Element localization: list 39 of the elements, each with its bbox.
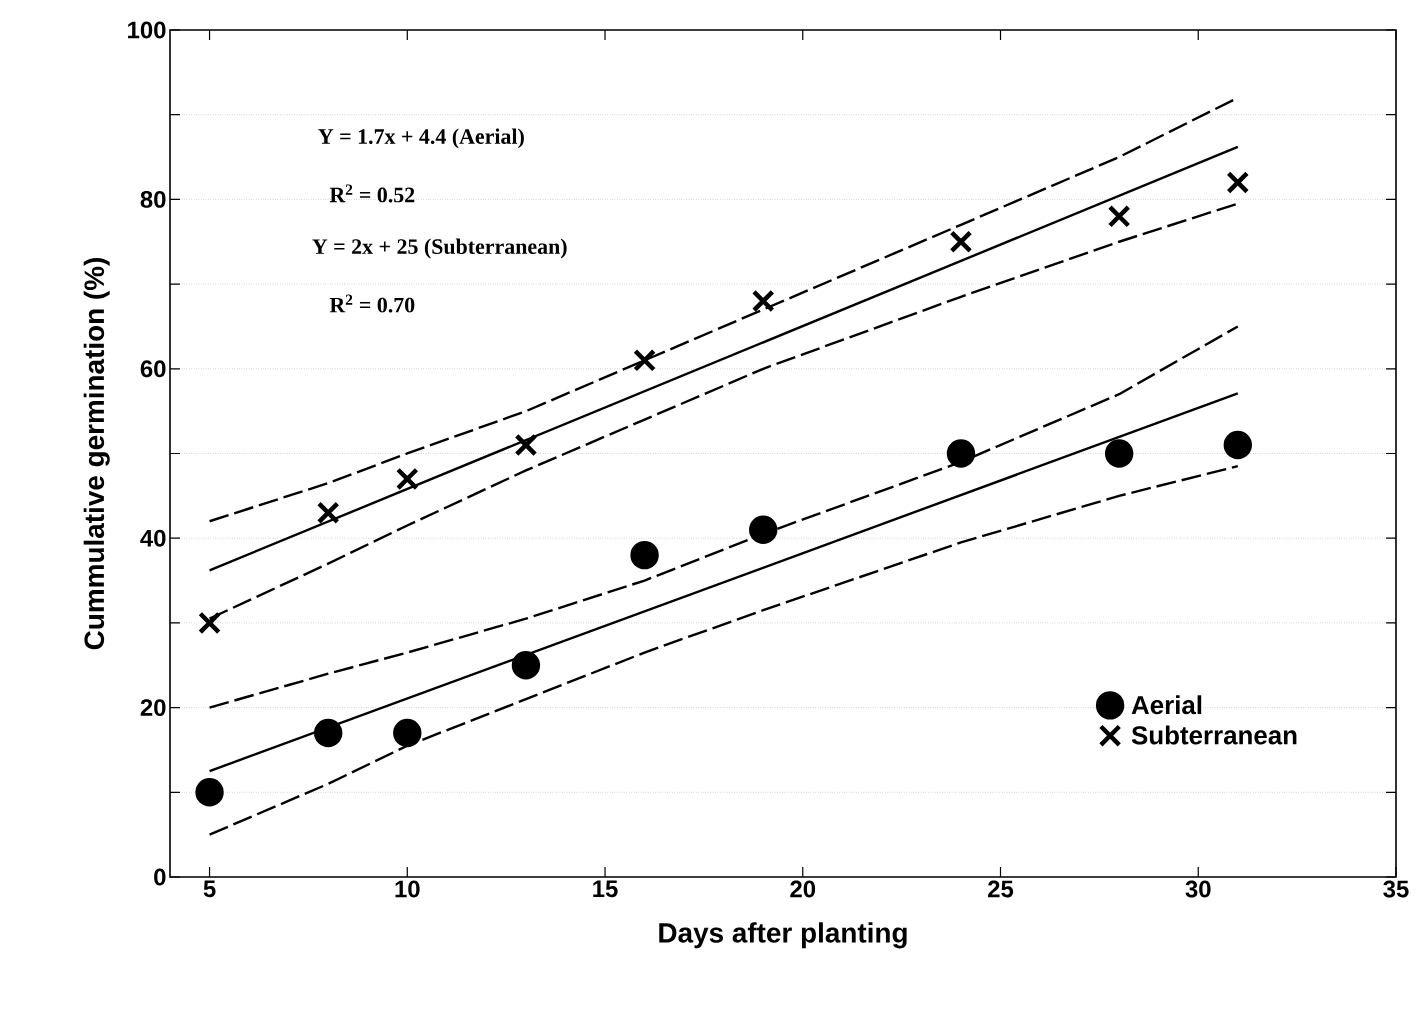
- y-tick-label: 40: [140, 529, 166, 547]
- point: [314, 718, 343, 748]
- y-tick-label: 20: [140, 699, 166, 717]
- y-tick-label: 60: [140, 360, 166, 378]
- y-tick-label: 80: [140, 190, 166, 208]
- point: [946, 439, 976, 468]
- point: [1223, 430, 1252, 460]
- point: [633, 348, 656, 372]
- x-tick-label: 35: [1383, 880, 1409, 898]
- legend-label: Subterranean: [1131, 725, 1297, 745]
- annotation: R$^{2}$ = 0.70: [329, 294, 415, 313]
- point: [1107, 204, 1131, 228]
- annotation: Y = 2x + 25 (Subterranean): [312, 238, 567, 259]
- point: [1104, 439, 1134, 468]
- point: [395, 467, 419, 491]
- point: [949, 230, 973, 254]
- point: [749, 515, 778, 544]
- point: [1226, 171, 1250, 194]
- x-tick-label: 10: [395, 880, 420, 898]
- annotation: R$^{2}$ = 0.52: [329, 184, 415, 203]
- y-tick-label: 0: [154, 868, 166, 886]
- legend-label: Aerial: [1131, 695, 1202, 715]
- x-tick-label: 20: [790, 880, 816, 898]
- point: [198, 611, 221, 635]
- point: [514, 433, 538, 457]
- y-axis-title: Cummulative germination (%): [83, 258, 110, 650]
- x-axis-title: Days after planting: [659, 922, 907, 949]
- point: [751, 289, 775, 313]
- annotation: Y = 1.7x + 4.4 (Aerial): [318, 128, 524, 149]
- point: [195, 778, 224, 807]
- point: [393, 718, 422, 748]
- point: [630, 540, 659, 570]
- x-tick-label: 15: [593, 880, 618, 898]
- x-tick-label: 25: [988, 880, 1014, 898]
- y-tick-label: 100: [128, 21, 166, 39]
- point: [316, 501, 340, 525]
- point: [511, 651, 541, 680]
- x-tick-label: 5: [203, 880, 216, 898]
- x-tick-label: 30: [1185, 880, 1211, 898]
